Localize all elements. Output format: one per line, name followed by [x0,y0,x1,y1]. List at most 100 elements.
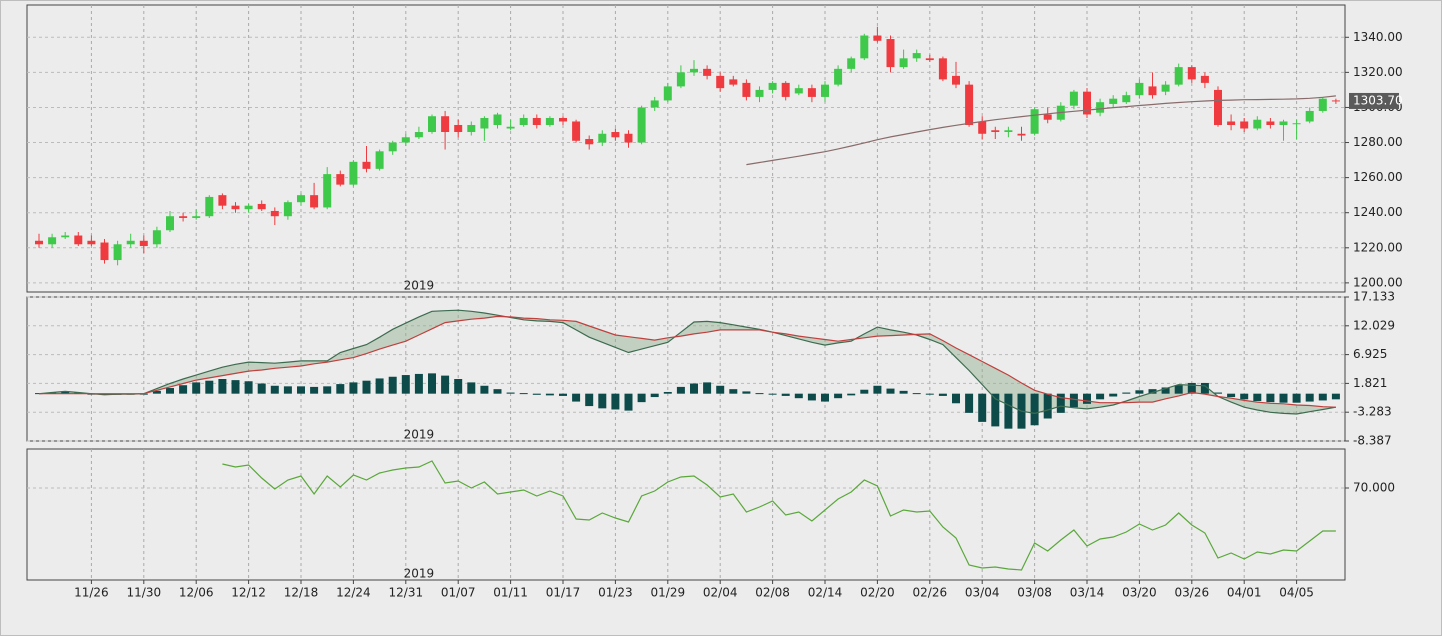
candle-body [61,235,70,238]
histogram-bar [1161,387,1170,394]
candle-body [545,117,554,125]
histogram-bar [938,393,947,396]
histogram-bar [349,382,358,394]
histogram-bar [1318,393,1327,401]
candle-body [205,196,214,217]
candle-body [506,126,515,129]
last-price-label: 1303.70 [1353,93,1403,107]
histogram-bar [768,393,777,395]
candle-body [192,216,201,218]
histogram-bar [663,391,672,394]
candle-body [572,121,581,141]
candle-body [532,117,541,125]
histogram-bar [519,393,528,395]
candle-body [283,202,292,217]
histogram-bar [1292,393,1301,403]
candle-body [585,139,594,145]
candle-body [781,82,790,97]
candle-body [454,124,463,133]
histogram-bar [1240,393,1249,400]
candle-body [1279,121,1288,125]
histogram-bar [925,393,934,395]
histogram-bar [428,373,436,394]
histogram-bar [297,386,305,394]
candle-body [1253,119,1262,129]
candle-body [559,117,567,122]
x-tick-label: 12/31 [389,586,424,600]
histogram-bar [1279,393,1288,403]
candle-body [755,89,764,97]
candle-body [1148,86,1157,96]
candle-body [1004,130,1013,133]
histogram-bar [965,393,974,413]
histogram-bar [886,388,895,394]
histogram-bar [506,392,515,394]
histogram-bar [978,393,987,422]
candle-body [729,79,738,85]
histogram-bar [336,384,345,394]
x-tick-label: 02/04 [703,586,738,600]
candle-body [624,133,633,143]
macd-band [39,310,1336,414]
candle-body [1214,89,1222,125]
histogram-bar [834,393,843,399]
x-tick-label: 01/07 [441,586,476,600]
histogram-bar [585,393,594,407]
candle-body [401,137,410,143]
x-tick-label: 12/06 [179,586,214,600]
x-tick-label: 03/26 [1175,586,1210,600]
histogram-bar [742,391,751,394]
candle-body [1292,123,1301,125]
candle-body [1043,114,1052,120]
y-tick-label: 1.821 [1353,376,1387,390]
candle-body [218,195,227,206]
x-tick-label: 04/01 [1227,586,1262,600]
candle-body [886,39,895,68]
histogram-bar [1069,393,1078,408]
x-tick-label: 02/14 [808,586,843,600]
y-tick-label: -3.283 [1353,405,1392,419]
x-tick-label: 02/26 [913,586,948,600]
histogram-bar [283,386,292,394]
histogram-bar [454,379,463,394]
x-tick-label: 04/05 [1279,586,1314,600]
candle-body [349,161,358,185]
candle-body [1331,100,1340,102]
histogram-bar [690,383,698,394]
y-tick-label: 6.925 [1353,347,1387,361]
candle-body [925,58,934,61]
x-tick-label: 01/11 [493,586,528,600]
histogram-bar [598,393,607,409]
candle-body [126,240,135,245]
candle-body [611,132,620,138]
histogram-bar [493,389,502,394]
x-tick-label: 02/08 [755,586,790,600]
histogram-bar [1266,393,1275,403]
year-label: 2019 [404,279,435,293]
candle-body [1122,95,1131,103]
x-tick-label: 01/29 [651,586,686,600]
year-label: 2019 [404,428,435,442]
year-label: 2019 [404,567,435,581]
candle-body [1017,133,1026,136]
x-tick-label: 03/08 [1017,586,1052,600]
histogram-bar [1148,389,1157,394]
plot-area [26,448,1346,581]
histogram-bar [467,382,476,394]
candle-body [794,88,803,94]
candle-body [480,117,489,129]
histogram-bar [1109,393,1118,397]
candle-body [48,237,57,245]
histogram-bar [1135,390,1144,394]
candle-body [428,116,436,133]
y-tick-label: 1200.00 [1353,275,1403,289]
histogram-bar [152,390,161,394]
histogram-bar [1174,385,1183,394]
histogram-bar [1305,393,1314,402]
moving-average [746,95,1336,166]
candle-body [244,205,253,210]
histogram-bar [1043,393,1052,419]
histogram-bar [821,393,829,402]
candle-body [113,244,122,261]
candle-body [1174,67,1183,85]
